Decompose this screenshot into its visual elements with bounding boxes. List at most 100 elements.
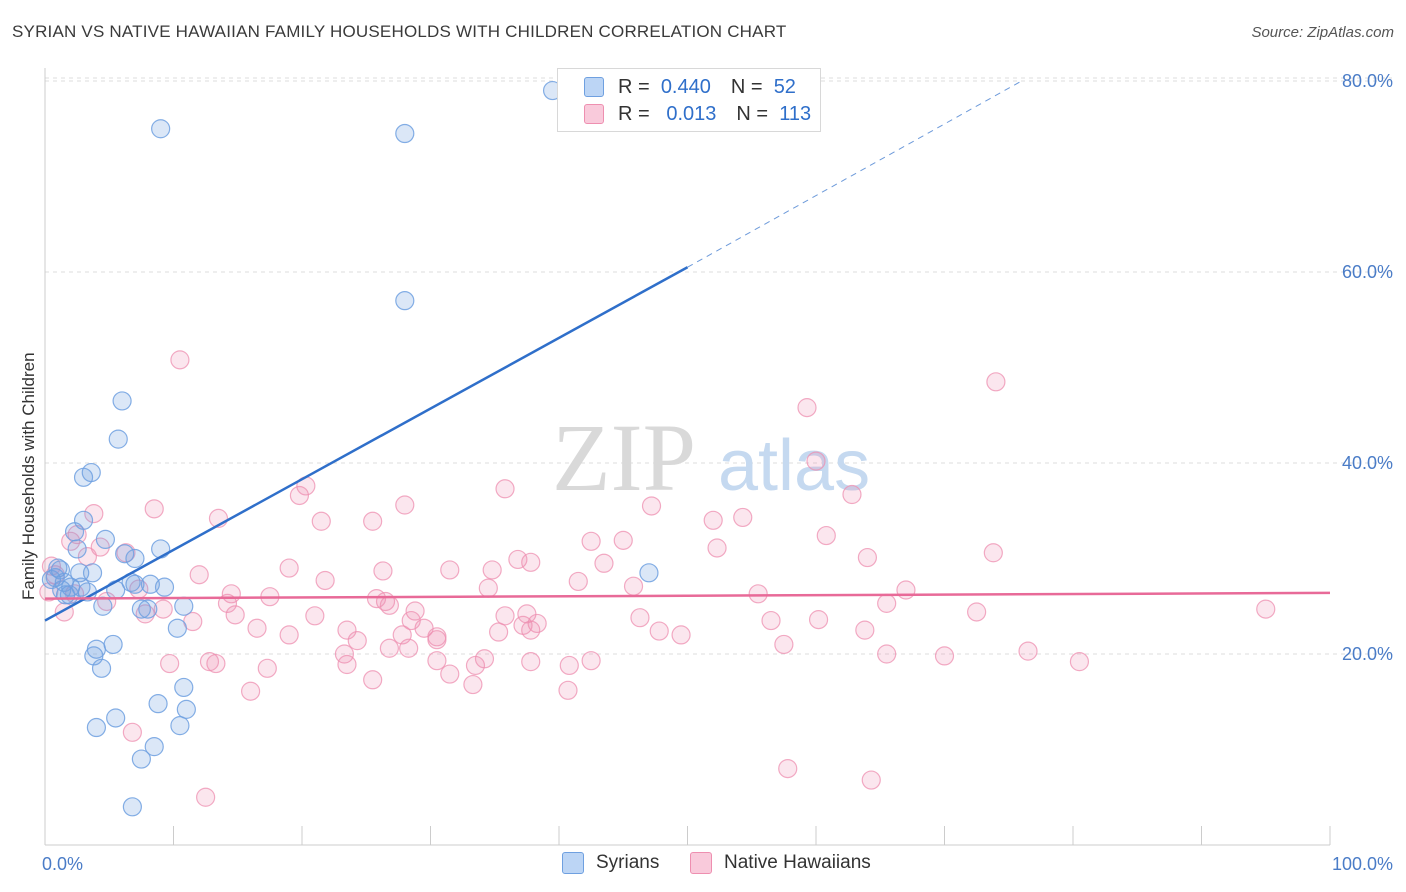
- data-point-syrians: [170, 716, 190, 736]
- data-point-native-hawaiians: [170, 350, 190, 370]
- hawaiians-legend-label: Native Hawaiians: [724, 852, 871, 873]
- data-point-native-hawaiians: [373, 561, 393, 581]
- data-point-native-hawaiians: [463, 674, 483, 695]
- data-point-native-hawaiians: [521, 620, 541, 640]
- data-point-native-hawaiians: [581, 651, 601, 671]
- data-point-syrians: [91, 658, 112, 678]
- stats-legend: R = 0.440 N = 52 R = 0.013 N = 113: [557, 68, 821, 132]
- data-point-native-hawaiians: [896, 580, 916, 600]
- tick-labels: 20.0% 40.0% 60.0% 80.0% 0.0% 100.0%: [42, 71, 1393, 874]
- data-point-native-hawaiians: [305, 606, 325, 626]
- trend-line-native-hawaiians: [44, 591, 1331, 600]
- data-point-native-hawaiians: [144, 499, 164, 519]
- data-point-native-hawaiians: [581, 531, 601, 551]
- data-point-native-hawaiians: [363, 511, 383, 531]
- data-point-syrians: [103, 634, 123, 655]
- data-point-syrians: [639, 563, 659, 583]
- data-point-native-hawaiians: [122, 722, 142, 742]
- data-point-native-hawaiians: [489, 622, 509, 642]
- data-point-native-hawaiians: [967, 602, 987, 622]
- data-point-native-hawaiians: [379, 638, 399, 658]
- data-point-syrians: [106, 708, 126, 728]
- legend-row-hawaiians: R = 0.013 N = 113: [584, 101, 811, 127]
- data-point-native-hawaiians: [761, 610, 781, 631]
- data-point-native-hawaiians: [733, 507, 753, 528]
- data-point-syrians: [71, 577, 91, 597]
- data-point-syrians: [70, 563, 90, 583]
- data-point-native-hawaiians: [196, 787, 216, 807]
- axes: [44, 68, 1331, 846]
- legend-n-label: N =: [730, 75, 763, 98]
- data-point-native-hawaiians: [478, 578, 498, 598]
- data-point-syrians: [95, 529, 115, 550]
- data-point-native-hawaiians: [649, 621, 669, 641]
- data-point-syrians: [115, 544, 135, 564]
- data-point-native-hawaiians: [289, 485, 310, 506]
- hawaiians-legend-swatch: [690, 852, 712, 874]
- data-point-native-hawaiians: [707, 538, 727, 558]
- data-point-native-hawaiians: [247, 618, 267, 638]
- data-point-native-hawaiians: [861, 770, 881, 790]
- data-point-syrians: [395, 291, 415, 311]
- data-point-native-hawaiians: [855, 620, 875, 640]
- bottom-legend-hawaiians: Native Hawaiians: [690, 852, 871, 874]
- data-point-syrians: [140, 574, 160, 594]
- data-point-native-hawaiians: [206, 653, 226, 674]
- data-point-native-hawaiians: [1256, 599, 1276, 619]
- trend-lines: [44, 80, 1331, 622]
- data-point-native-hawaiians: [986, 372, 1006, 392]
- data-point-native-hawaiians: [521, 652, 541, 672]
- data-point-native-hawaiians: [153, 599, 173, 619]
- data-point-native-hawaiians: [363, 670, 383, 690]
- data-point-native-hawaiians: [594, 553, 614, 573]
- data-point-syrians: [108, 429, 128, 449]
- data-point-syrians: [151, 539, 171, 559]
- data-point-native-hawaiians: [189, 565, 209, 585]
- data-point-native-hawaiians: [703, 510, 723, 530]
- data-point-native-hawaiians: [806, 451, 826, 471]
- data-point-syrians: [167, 618, 187, 638]
- data-point-native-hawaiians: [517, 604, 537, 624]
- data-point-syrians: [125, 548, 145, 569]
- data-point-native-hawaiians: [857, 547, 878, 568]
- data-point-syrians: [144, 737, 164, 757]
- data-point-native-hawaiians: [427, 630, 447, 650]
- data-point-syrians: [41, 569, 62, 590]
- source-label: Source: ZipAtlas.com: [1251, 24, 1394, 41]
- y-tick-label: 80.0%: [1342, 71, 1393, 91]
- data-point-native-hawaiians: [808, 610, 829, 630]
- data-point-native-hawaiians: [337, 654, 357, 675]
- data-point-native-hawaiians: [774, 634, 794, 655]
- data-point-native-hawaiians: [842, 484, 862, 505]
- data-point-native-hawaiians: [1018, 641, 1038, 661]
- data-point-native-hawaiians: [465, 655, 486, 676]
- data-point-native-hawaiians: [558, 680, 578, 700]
- trend-line-syrians-extension: [687, 80, 1022, 268]
- syrians-swatch: [584, 77, 604, 97]
- y-tick-label: 20.0%: [1342, 644, 1393, 664]
- data-point-native-hawaiians: [405, 601, 425, 621]
- chart-title: SYRIAN VS NATIVE HAWAIIAN FAMILY HOUSEHO…: [12, 22, 787, 41]
- y-axis-label: Family Households with Children: [19, 352, 38, 600]
- data-point-syrians: [93, 596, 113, 616]
- data-point-syrians: [174, 677, 194, 698]
- syrians-legend-swatch: [562, 852, 584, 874]
- data-point-native-hawaiians: [440, 560, 460, 580]
- data-point-syrians: [73, 467, 94, 487]
- legend-r-label: R =: [618, 102, 650, 125]
- data-point-native-hawaiians: [482, 560, 502, 580]
- data-point-syrians: [122, 797, 142, 817]
- data-point-native-hawaiians: [495, 606, 515, 626]
- data-point-native-hawaiians: [427, 651, 447, 671]
- data-point-native-hawaiians: [257, 658, 277, 678]
- grid-lines: [45, 77, 1392, 655]
- data-point-native-hawaiians: [495, 479, 515, 499]
- data-point-native-hawaiians: [347, 631, 367, 651]
- data-point-syrians: [138, 599, 158, 619]
- legend-n-label: N =: [736, 102, 769, 125]
- data-point-native-hawaiians: [279, 558, 299, 578]
- data-point-syrians: [148, 694, 168, 714]
- data-point-syrians: [131, 599, 151, 619]
- bottom-legend-syrians: Syrians: [562, 852, 659, 874]
